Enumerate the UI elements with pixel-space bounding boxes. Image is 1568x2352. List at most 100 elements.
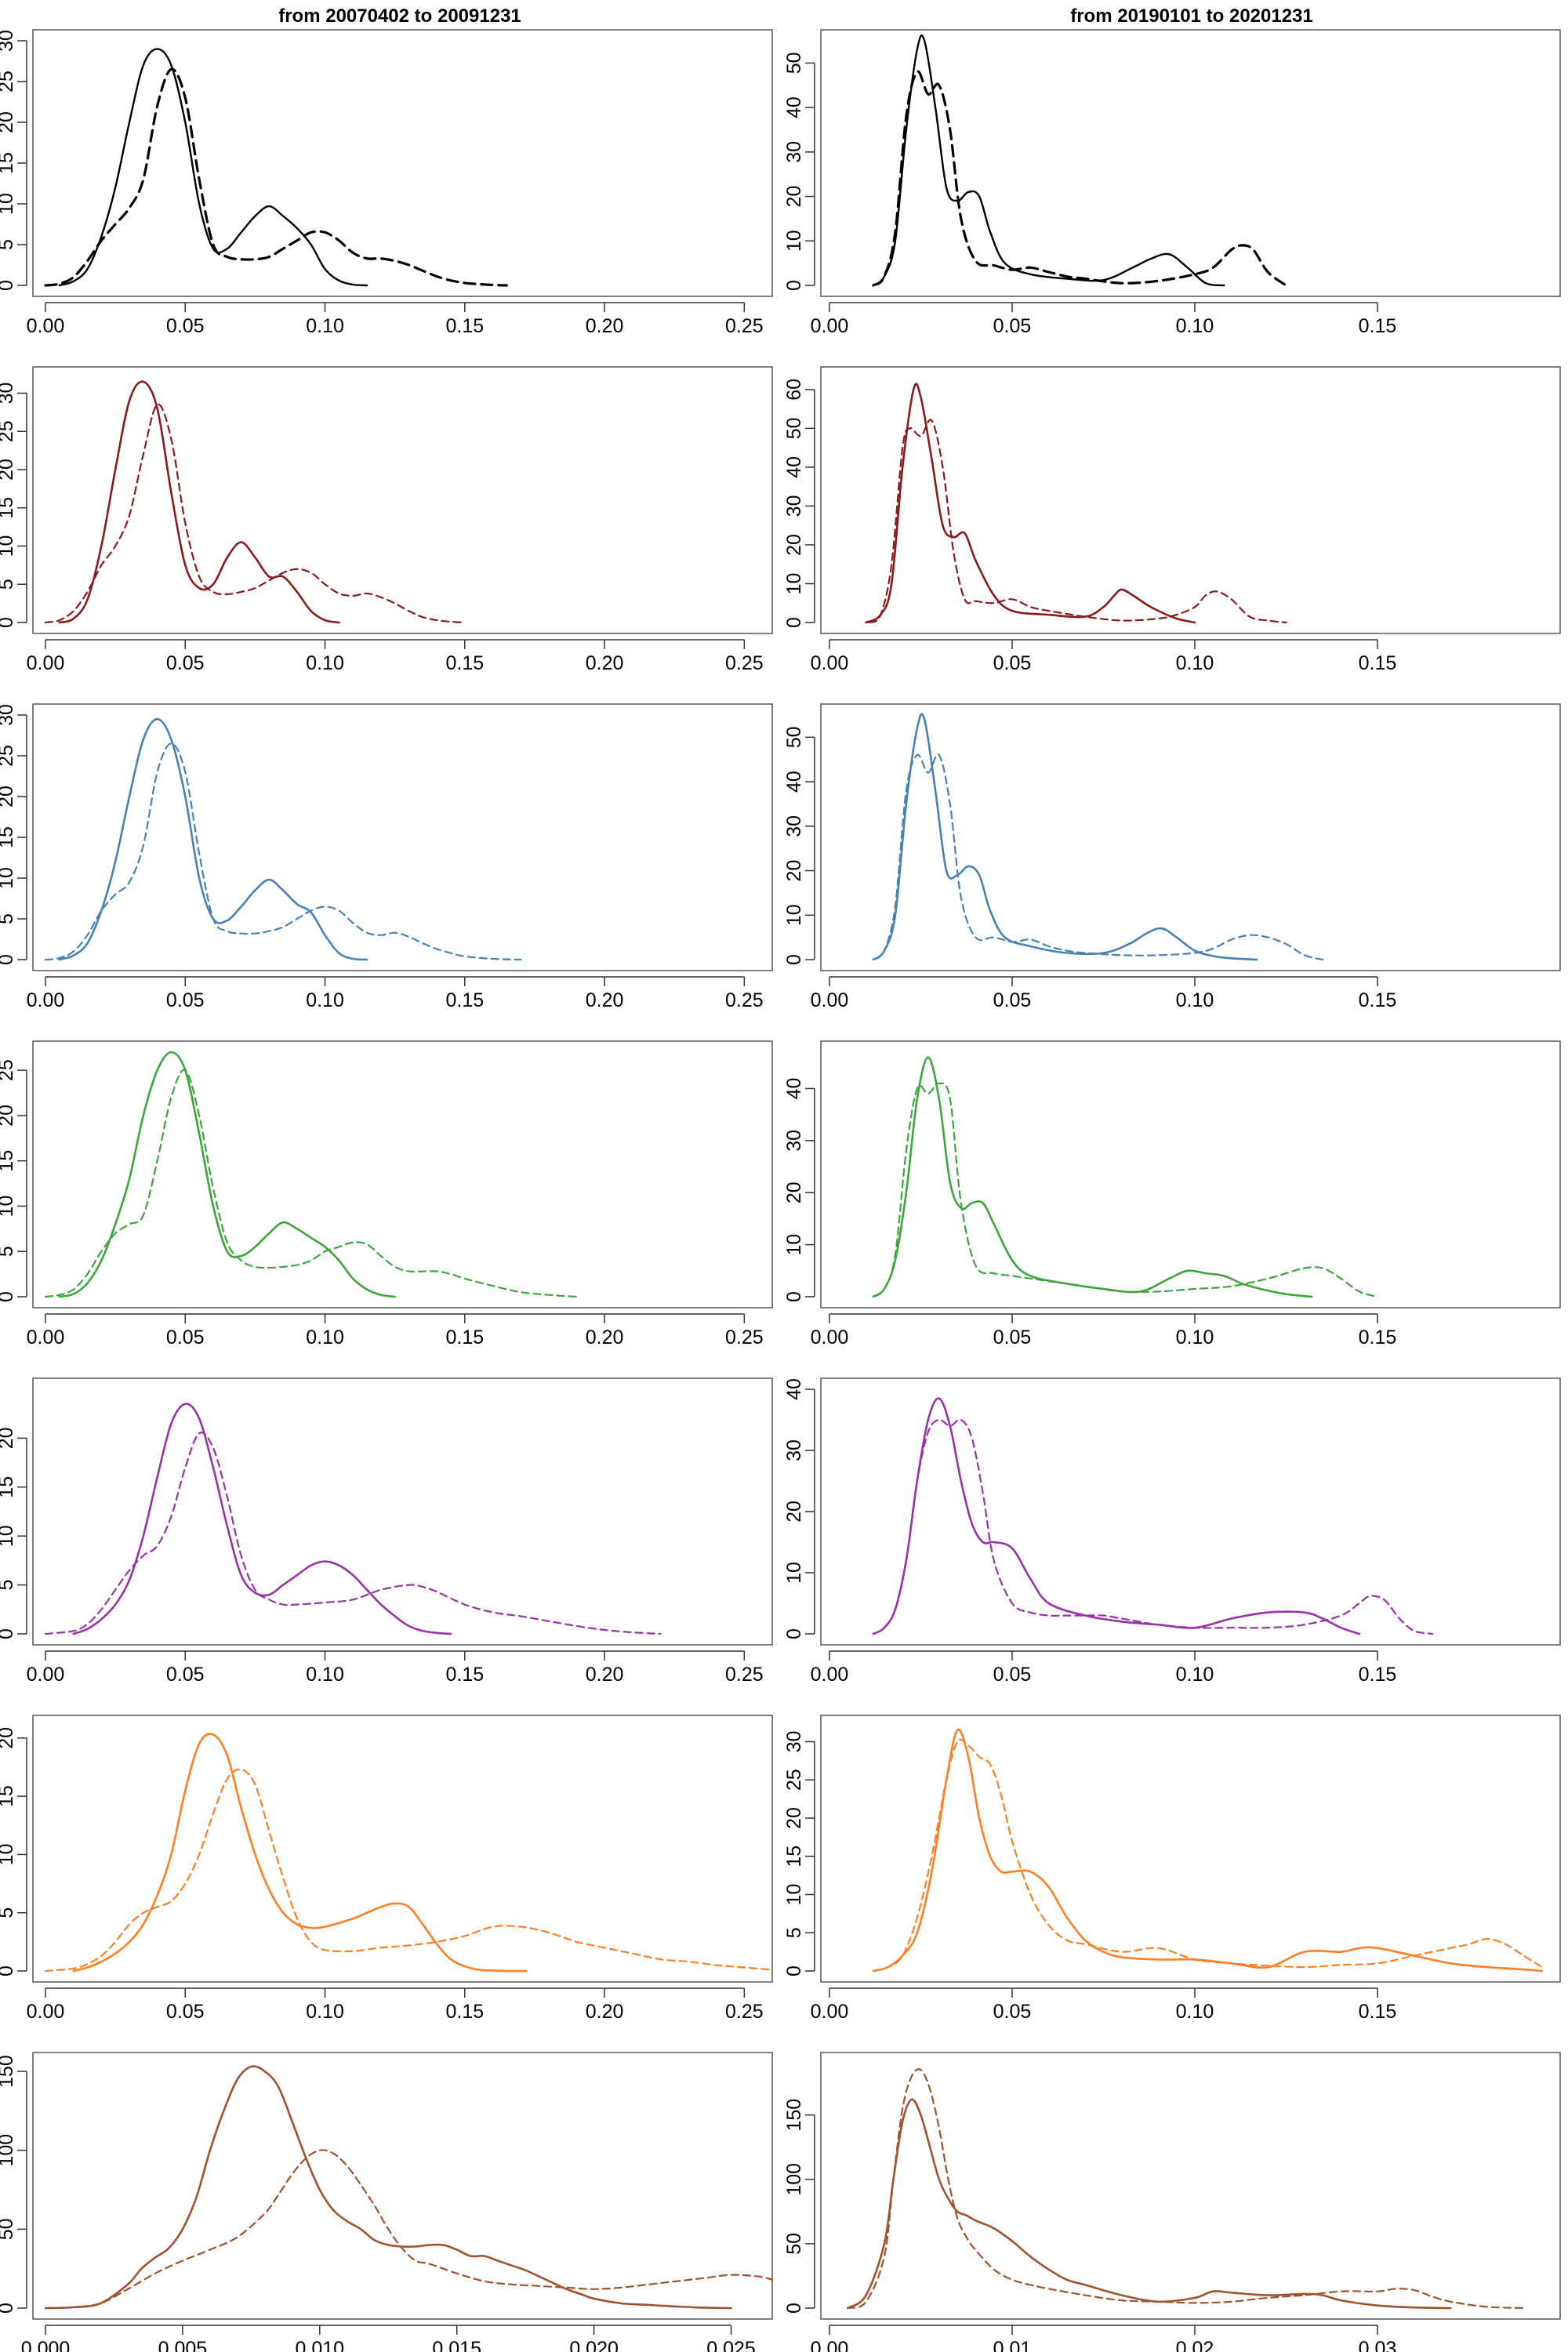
x-tick-label: 0.10 <box>306 2001 344 2023</box>
y-tick-label: 30 <box>783 141 805 163</box>
y-tick-label: 5 <box>0 579 17 590</box>
x-tick-label: 0.005 <box>158 2338 208 2352</box>
plot-frame <box>820 29 1561 297</box>
solid-density-line <box>872 713 1258 961</box>
y-tick-label: 50 <box>783 726 805 748</box>
x-tick-label: 0.05 <box>993 1327 1032 1348</box>
density-panel-r7c2: 0.00 0.01 0.02 0.03 0 50 100 150 <box>783 2052 1561 2352</box>
y-tick-label: 25 <box>0 71 17 93</box>
x-tick-label: 0.05 <box>993 1664 1032 1686</box>
y-tick-label: 0 <box>783 617 805 628</box>
y-tick-label: 50 <box>783 417 805 439</box>
x-tick-label: 0.10 <box>306 1664 344 1686</box>
y-tick-label: 15 <box>0 1785 17 1807</box>
density-panel-r4c1: 0.00 0.05 0.10 0.15 0.20 0.25 0 5 10 15 20 25 <box>0 1040 773 1348</box>
x-tick-label: 0.000 <box>21 2338 71 2352</box>
y-tick-label: 20 <box>0 111 17 133</box>
y-tick-label: 15 <box>0 1150 17 1172</box>
x-tick-label: 0.10 <box>306 1327 344 1348</box>
plot-frame <box>32 1377 773 1646</box>
x-tick-label: 0.10 <box>306 989 344 1011</box>
density-panel-r1c2: 0.00 0.05 0.10 0.15 0 10 20 30 40 50 <box>783 29 1561 337</box>
dashed-density-line <box>872 70 1288 287</box>
y-tick-label: 10 <box>783 230 805 252</box>
y-tick-label: 50 <box>0 2218 17 2240</box>
x-tick-label: 0.05 <box>993 2001 1032 2023</box>
solid-density-line <box>58 1051 396 1298</box>
x-tick-label: 0.15 <box>1359 989 1397 1011</box>
y-tick-label: 10 <box>783 1884 805 1906</box>
y-tick-label: 10 <box>0 193 17 215</box>
plot-frame <box>820 703 1561 971</box>
y-tick-label: 25 <box>0 745 17 767</box>
x-tick-label: 0.15 <box>1359 652 1397 674</box>
column-title-right: from 20190101 to 20201231 <box>1070 5 1313 27</box>
y-tick-label: 0 <box>0 617 17 628</box>
density-panel-r2c2: 0.00 0.05 0.10 0.15 0 10 20 30 40 50 60 <box>783 366 1561 674</box>
y-tick-label: 5 <box>0 1907 17 1918</box>
y-tick-label: 25 <box>783 1769 805 1791</box>
x-tick-label: 0.00 <box>27 315 65 337</box>
y-tick-label: 0 <box>783 1628 805 1639</box>
x-tick-label: 0.10 <box>1176 315 1214 337</box>
x-tick-label: 0.15 <box>445 2001 484 2023</box>
density-panel-r6c2: 0.00 0.05 0.10 0.15 0 5 10 15 20 25 30 <box>783 1715 1561 2023</box>
y-tick-label: 50 <box>783 52 805 74</box>
x-tick-label: 0.00 <box>27 2001 65 2023</box>
x-tick-label: 0.15 <box>445 989 484 1011</box>
y-tick-label: 0 <box>783 954 805 965</box>
x-tick-label: 0.05 <box>166 315 205 337</box>
y-tick-label: 15 <box>783 1846 805 1867</box>
y-tick-label: 10 <box>0 535 17 557</box>
x-tick-label: 0.25 <box>725 315 764 337</box>
dashed-density-line <box>872 1082 1379 1298</box>
y-tick-label: 0 <box>0 280 17 291</box>
density-panel-r3c1: 0.00 0.05 0.10 0.15 0.20 0.25 0 5 10 15 20 25 30 <box>0 703 773 1011</box>
x-tick-label: 0.00 <box>811 1327 849 1348</box>
y-tick-label: 150 <box>0 2055 17 2088</box>
dashed-density-line <box>44 403 466 624</box>
dashed-density-line <box>44 1069 578 1298</box>
solid-density-line <box>847 2098 1452 2310</box>
y-tick-label: 30 <box>783 495 805 517</box>
y-tick-label: 0 <box>0 1628 17 1639</box>
x-tick-label: 0.05 <box>993 652 1032 674</box>
y-tick-label: 100 <box>0 2134 17 2167</box>
y-tick-label: 10 <box>0 1196 17 1218</box>
x-tick-label: 0.10 <box>306 315 344 337</box>
x-tick-label: 0.25 <box>725 989 764 1011</box>
y-tick-label: 10 <box>0 1844 17 1866</box>
x-tick-label: 0.01 <box>993 2338 1032 2352</box>
plot-frame <box>32 2052 773 2320</box>
y-tick-label: 20 <box>0 1427 17 1449</box>
y-tick-label: 40 <box>783 771 805 793</box>
y-tick-label: 20 <box>0 1105 17 1127</box>
y-tick-label: 5 <box>0 1580 17 1591</box>
y-tick-label: 20 <box>0 459 17 481</box>
density-panel-r1c1: 0.00 0.05 0.10 0.15 0.20 0.25 0 5 10 15 20 25 30 <box>0 29 773 337</box>
y-tick-label: 10 <box>783 904 805 926</box>
x-tick-label: 0.20 <box>586 652 624 674</box>
dashed-density-line <box>44 1432 662 1635</box>
x-tick-label: 0.00 <box>811 2001 849 2023</box>
y-tick-label: 20 <box>783 1501 805 1523</box>
y-tick-label: 0 <box>0 1291 17 1302</box>
x-tick-label: 0.00 <box>27 1664 65 1686</box>
x-tick-label: 0.010 <box>296 2338 345 2352</box>
y-tick-label: 0 <box>783 2303 805 2314</box>
solid-density-line <box>872 1397 1360 1635</box>
density-panel-r5c2: 0.00 0.05 0.10 0.15 0 10 20 30 40 <box>783 1377 1561 1686</box>
x-tick-label: 0.20 <box>586 315 624 337</box>
dashed-density-line <box>872 1738 1543 1973</box>
y-tick-label: 20 <box>783 534 805 556</box>
y-tick-label: 5 <box>0 1246 17 1257</box>
x-tick-label: 0.15 <box>445 1327 484 1348</box>
plot-frame <box>820 1715 1561 1983</box>
plot-frame <box>820 1040 1561 1308</box>
y-tick-label: 10 <box>0 1525 17 1547</box>
y-tick-label: 20 <box>783 186 805 208</box>
x-tick-label: 0.05 <box>993 989 1032 1011</box>
density-panel-r2c1: 0.00 0.05 0.10 0.15 0.20 0.25 0 5 10 15 20 25 30 <box>0 366 773 674</box>
y-tick-label: 60 <box>783 379 805 401</box>
x-tick-label: 0.25 <box>725 1664 764 1686</box>
